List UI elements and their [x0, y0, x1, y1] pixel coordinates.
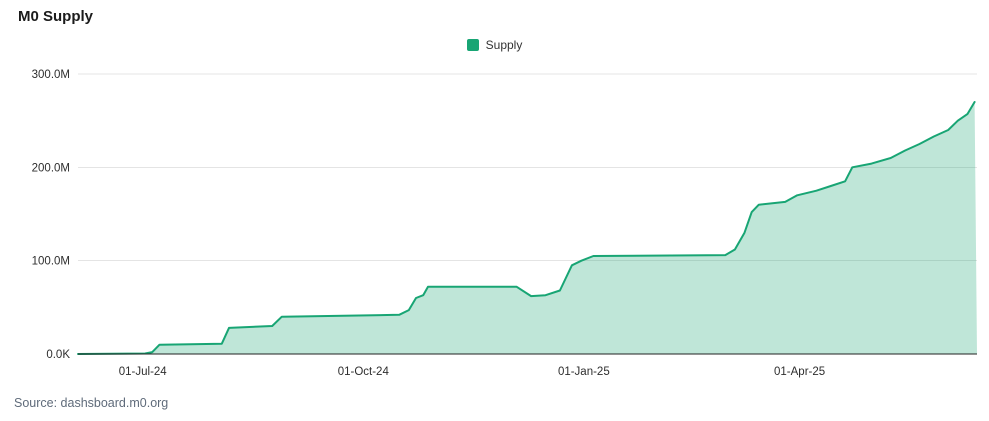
svg-text:100.0M: 100.0M [32, 256, 70, 268]
chart-title: M0 Supply [18, 8, 94, 25]
svg-text:01-Apr-25: 01-Apr-25 [774, 366, 825, 378]
svg-text:0.0K: 0.0K [46, 349, 70, 361]
source-caption: Source: dashsboard.m0.org [14, 396, 169, 410]
svg-text:200.0M: 200.0M [32, 162, 70, 174]
legend-swatch-icon [466, 39, 479, 51]
chart-area[interactable]: 0.0K 100.0M 200.0M 300.0M 01-Jul-24 01-Oct-24… [0, 60, 989, 390]
legend-item-supply[interactable]: Supply [466, 38, 523, 52]
svg-text:300.0M: 300.0M [32, 69, 70, 81]
supply-area-chart[interactable]: 0.0K 100.0M 200.0M 300.0M 01-Jul-24 01-Oct-24… [0, 60, 989, 390]
legend: Supply [0, 38, 989, 52]
svg-text:01-Jan-25: 01-Jan-25 [558, 366, 610, 378]
svg-text:01-Oct-24: 01-Oct-24 [338, 366, 390, 378]
legend-label: Supply [485, 38, 523, 52]
svg-text:01-Jul-24: 01-Jul-24 [119, 366, 168, 378]
